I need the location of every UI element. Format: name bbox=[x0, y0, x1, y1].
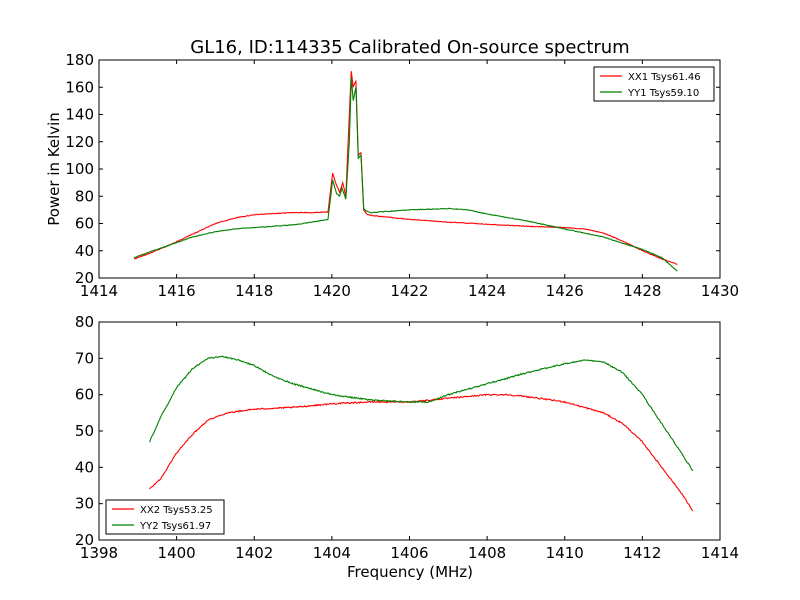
x-tick-label: 1414 bbox=[701, 544, 739, 562]
x-axis-label: Frequency (MHz) bbox=[347, 563, 473, 581]
x-tick-label: 1414 bbox=[80, 282, 118, 300]
legend-label: YY1 Tsys59.10 bbox=[627, 88, 699, 99]
x-tick-label: 1422 bbox=[390, 282, 428, 300]
y-tick-label: 80 bbox=[75, 313, 94, 331]
series-line-2 bbox=[133, 77, 678, 272]
y-tick-label: 30 bbox=[75, 495, 94, 513]
y-axis-label: Power in Kelvin bbox=[45, 112, 63, 226]
y-tick-label: 80 bbox=[75, 187, 94, 205]
x-tick-label: 1428 bbox=[623, 282, 661, 300]
y-tick-label: 50 bbox=[75, 422, 94, 440]
x-tick-label: 1408 bbox=[468, 544, 506, 562]
top-panel: 1414 1416 1418 1420 1422 1424 1426 1428 1430 20 40… bbox=[65, 51, 739, 300]
y-tick-label: 160 bbox=[65, 78, 94, 96]
series-line-2 bbox=[148, 355, 694, 472]
legend: XX2 Tsys53.25 YY2 Tsys61.97 bbox=[105, 499, 225, 535]
y-tick-label: 60 bbox=[75, 215, 94, 233]
y-tick-label: 40 bbox=[75, 242, 94, 260]
y-tick-label: 120 bbox=[65, 133, 94, 151]
x-tick-label: 1406 bbox=[390, 544, 428, 562]
x-tick-label: 1410 bbox=[546, 544, 584, 562]
x-tick-label: 1426 bbox=[546, 282, 584, 300]
x-tick-label: 1418 bbox=[235, 282, 273, 300]
x-tick-label: 1400 bbox=[158, 544, 196, 562]
series-line-1 bbox=[133, 71, 678, 265]
x-tick-label: 1402 bbox=[235, 544, 273, 562]
legend-label: XX2 Tsys53.25 bbox=[140, 505, 213, 516]
y-tick-label: 20 bbox=[75, 531, 94, 549]
legend-label: XX1 Tsys61.46 bbox=[628, 72, 701, 83]
y-tick-label: 40 bbox=[75, 458, 94, 476]
chart-title: GL16, ID:114335 Calibrated On-source spe… bbox=[190, 37, 629, 58]
y-tick-label: 180 bbox=[65, 51, 94, 69]
y-tick-label: 70 bbox=[75, 349, 94, 367]
legend-label: YY2 Tsys61.97 bbox=[139, 521, 211, 532]
x-tick-label: 1424 bbox=[468, 282, 506, 300]
legend-box bbox=[593, 66, 715, 102]
y-tick-label: 20 bbox=[75, 269, 94, 287]
y-tick-label: 60 bbox=[75, 386, 94, 404]
x-tick-label: 1420 bbox=[313, 282, 351, 300]
bottom-panel: 1398 1400 1402 1404 1406 1408 1410 1412 1414 20 30… bbox=[75, 313, 739, 562]
legend: XX1 Tsys61.46 YY1 Tsys59.10 bbox=[593, 66, 715, 102]
x-tick-label: 1416 bbox=[158, 282, 196, 300]
y-tick-label: 100 bbox=[65, 160, 94, 178]
x-tick-label: 1430 bbox=[701, 282, 739, 300]
x-tick-label: 1412 bbox=[623, 544, 661, 562]
y-tick-label: 140 bbox=[65, 106, 94, 124]
legend-box bbox=[105, 499, 225, 535]
x-tick-label: 1398 bbox=[80, 544, 118, 562]
x-tick-label: 1404 bbox=[313, 544, 351, 562]
